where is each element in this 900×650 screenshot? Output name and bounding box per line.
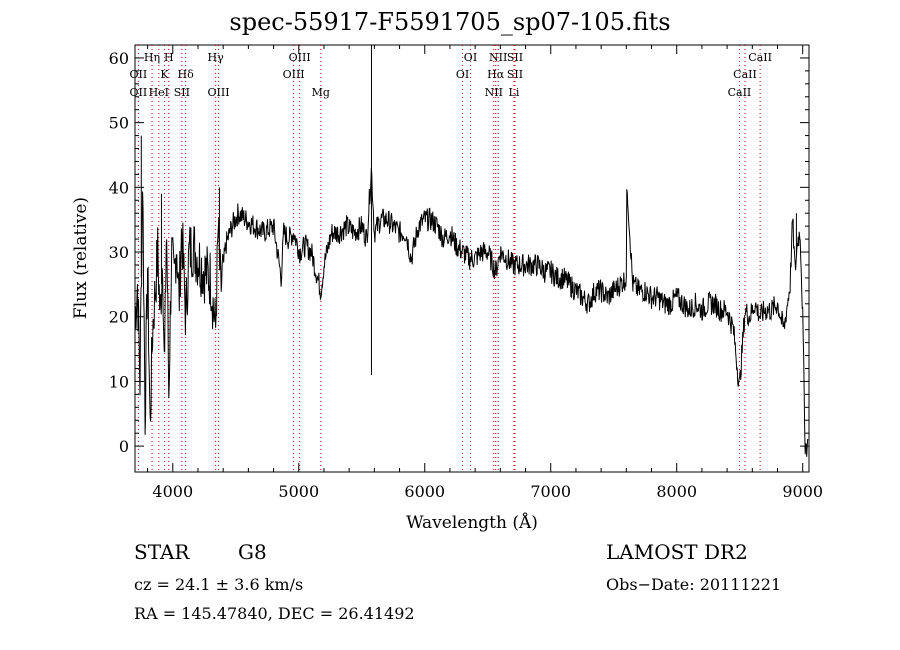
marker-label: Hδ bbox=[178, 68, 195, 81]
marker-label: CaII bbox=[728, 86, 752, 99]
y-tick-label: 0 bbox=[119, 437, 129, 456]
marker-label: H bbox=[164, 51, 174, 64]
chart-title: spec-55917-F5591705_sp07-105.fits bbox=[229, 8, 671, 36]
marker-label: SII bbox=[507, 68, 523, 81]
marker-label: Li bbox=[509, 86, 520, 99]
axis-ticks: 4000 5000 6000 7000 8000 9000 0 10 20 30 40 50 60 bbox=[109, 45, 823, 501]
marker-label: HeI bbox=[149, 86, 169, 99]
survey-name: LAMOST DR2 bbox=[606, 540, 748, 564]
marker-label: NII bbox=[485, 86, 503, 99]
y-tick-label: 20 bbox=[109, 308, 129, 327]
plot-frame bbox=[134, 44, 810, 473]
marker-label: OII bbox=[130, 86, 148, 99]
spectrum-series bbox=[134, 45, 809, 457]
coordinates: RA = 145.47840, DEC = 26.41492 bbox=[134, 604, 415, 623]
emission-line-markers bbox=[137, 45, 761, 472]
x-tick-label: 8000 bbox=[656, 482, 697, 501]
spectrum-line bbox=[134, 168, 809, 457]
marker-label: OIII bbox=[289, 51, 311, 64]
marker-label: SII bbox=[174, 86, 190, 99]
marker-label: NII bbox=[489, 51, 507, 64]
x-axis-label: Wavelength (Å) bbox=[406, 512, 538, 533]
marker-label: OI bbox=[464, 51, 477, 64]
y-tick-label: 10 bbox=[109, 372, 129, 391]
y-tick-label: 40 bbox=[109, 178, 129, 197]
marker-label: OIII bbox=[283, 68, 305, 81]
marker-label: Hα bbox=[487, 68, 505, 81]
y-axis-label: Flux (relative) bbox=[71, 197, 91, 319]
x-tick-label: 5000 bbox=[278, 482, 319, 501]
marker-label: SII bbox=[507, 51, 523, 64]
marker-label: CaII bbox=[748, 51, 772, 64]
spectral-class: G8 bbox=[238, 540, 267, 564]
marker-label: Mg bbox=[312, 86, 330, 99]
x-tick-label: 6000 bbox=[404, 482, 445, 501]
y-tick-label: 30 bbox=[109, 243, 129, 262]
marker-label: OII bbox=[130, 68, 148, 81]
marker-label: Hγ bbox=[208, 51, 225, 64]
observation-date: Obs−Date: 20111221 bbox=[606, 575, 782, 594]
marker-label: OI bbox=[456, 68, 469, 81]
object-type: STAR bbox=[134, 540, 190, 564]
redshift-velocity: cz = 24.1 ± 3.6 km/s bbox=[134, 575, 304, 594]
emission-line-labels: OII OII Hη HeI KH SII Hδ Hγ OIII OIII OIII Mg OI OI NI… bbox=[130, 51, 772, 99]
y-tick-label: 50 bbox=[109, 114, 129, 133]
x-tick-label: 4000 bbox=[152, 482, 193, 501]
x-tick-label: 9000 bbox=[782, 482, 823, 501]
marker-label: K bbox=[160, 68, 169, 81]
marker-label: Hη bbox=[144, 51, 160, 64]
marker-label: CaII bbox=[733, 68, 757, 81]
x-tick-label: 7000 bbox=[530, 482, 571, 501]
y-tick-label: 60 bbox=[109, 49, 129, 68]
marker-label: OIII bbox=[207, 86, 229, 99]
